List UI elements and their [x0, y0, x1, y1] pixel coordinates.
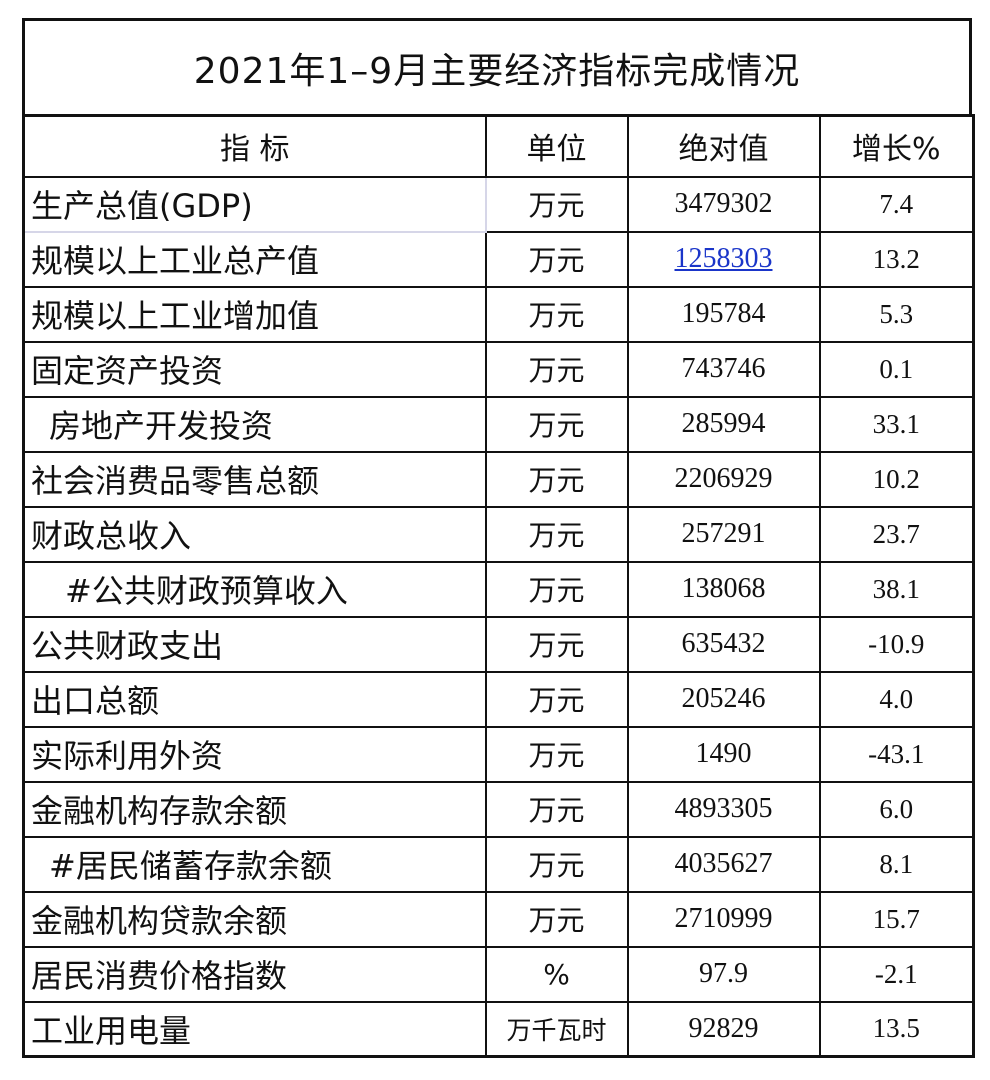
row-value: 1490	[626, 725, 821, 783]
table-row: 财政总收入 万元 257291 23.7	[22, 505, 975, 563]
table-title: 2021年1–9月主要经济指标完成情况	[22, 18, 972, 114]
row-unit: 万元	[484, 505, 629, 563]
header-unit: 单位	[484, 114, 629, 178]
row-growth: -10.9	[818, 615, 975, 673]
row-unit: 万元	[484, 890, 629, 948]
row-value-cell: 1258303	[626, 230, 821, 288]
table-row: 公共财政支出 万元 635432 -10.9	[22, 615, 975, 673]
row-unit: 万元	[484, 175, 629, 233]
row-name: 规模以上工业总产值	[22, 230, 487, 288]
row-name: 实际利用外资	[22, 725, 487, 783]
table-row: 固定资产投资 万元 743746 0.1	[22, 340, 975, 398]
row-growth: 33.1	[818, 395, 975, 453]
row-unit: 万元	[484, 285, 629, 343]
table-row: 规模以上工业总产值 万元 1258303 13.2	[22, 230, 975, 288]
row-unit: 万元	[484, 230, 629, 288]
row-growth: 8.1	[818, 835, 975, 893]
row-value: 743746	[626, 340, 821, 398]
row-value: 195784	[626, 285, 821, 343]
row-growth: 15.7	[818, 890, 975, 948]
row-unit: 万元	[484, 780, 629, 838]
row-unit: 万元	[484, 560, 629, 618]
row-name: 居民消费价格指数	[22, 945, 487, 1003]
row-unit: 万元	[484, 725, 629, 783]
row-value: 92829	[626, 1000, 821, 1058]
row-value: 138068	[626, 560, 821, 618]
row-name: 金融机构贷款余额	[22, 890, 487, 948]
table-row: 金融机构存款余额 万元 4893305 6.0	[22, 780, 975, 838]
header-indicator: 指 标	[22, 114, 487, 178]
header-value: 绝对值	[626, 114, 821, 178]
table-row: 规模以上工业增加值 万元 195784 5.3	[22, 285, 975, 343]
row-growth: 38.1	[818, 560, 975, 618]
table-row: #居民储蓄存款余额 万元 4035627 8.1	[22, 835, 975, 893]
table-row: #公共财政预算收入 万元 138068 38.1	[22, 560, 975, 618]
header-row: 指 标 单位 绝对值 增长%	[22, 114, 975, 178]
row-name: 社会消费品零售总额	[22, 450, 487, 508]
table-row: 工业用电量 万千瓦时 92829 13.5	[22, 1000, 975, 1058]
value-link[interactable]: 1258303	[674, 243, 773, 274]
row-growth: 13.5	[818, 1000, 975, 1058]
row-name: 出口总额	[22, 670, 487, 728]
row-growth: 0.1	[818, 340, 975, 398]
row-value: 2710999	[626, 890, 821, 948]
row-name: #公共财政预算收入	[22, 560, 487, 618]
table-row: 出口总额 万元 205246 4.0	[22, 670, 975, 728]
indicator-sheet: 2021年1–9月主要经济指标完成情况 指 标 单位 绝对值 增长% 生产总值(…	[22, 18, 975, 1071]
row-growth: 4.0	[818, 670, 975, 728]
row-value: 2206929	[626, 450, 821, 508]
row-name: 房地产开发投资	[22, 395, 487, 453]
table-row: 生产总值(GDP) 万元 3479302 7.4	[22, 175, 975, 233]
row-growth: 23.7	[818, 505, 975, 563]
row-growth: -2.1	[818, 945, 975, 1003]
row-unit: 万元	[484, 450, 629, 508]
row-growth: 6.0	[818, 780, 975, 838]
row-name: 规模以上工业增加值	[22, 285, 487, 343]
row-name: #居民储蓄存款余额	[22, 835, 487, 893]
row-unit: 万元	[484, 670, 629, 728]
row-value: 285994	[626, 395, 821, 453]
row-name: 金融机构存款余额	[22, 780, 487, 838]
row-growth: 10.2	[818, 450, 975, 508]
row-growth: 5.3	[818, 285, 975, 343]
table-row: 居民消费价格指数 % 97.9 -2.1	[22, 945, 975, 1003]
row-value: 3479302	[626, 175, 821, 233]
row-name: 公共财政支出	[22, 615, 487, 673]
row-value: 4893305	[626, 780, 821, 838]
row-value: 635432	[626, 615, 821, 673]
row-unit: %	[484, 945, 629, 1003]
indicators-table: 指 标 单位 绝对值 增长% 生产总值(GDP) 万元 3479302 7.4 …	[22, 114, 975, 1058]
row-unit: 万元	[484, 340, 629, 398]
table-row: 实际利用外资 万元 1490 -43.1	[22, 725, 975, 783]
row-name: 生产总值(GDP)	[22, 175, 487, 233]
header-growth: 增长%	[818, 114, 975, 178]
row-value: 257291	[626, 505, 821, 563]
row-unit: 万元	[484, 395, 629, 453]
row-unit: 万千瓦时	[484, 1000, 629, 1058]
row-growth: 7.4	[818, 175, 975, 233]
row-growth: -43.1	[818, 725, 975, 783]
row-name: 工业用电量	[22, 1000, 487, 1058]
row-unit: 万元	[484, 835, 629, 893]
row-value: 97.9	[626, 945, 821, 1003]
row-growth: 13.2	[818, 230, 975, 288]
table-row: 社会消费品零售总额 万元 2206929 10.2	[22, 450, 975, 508]
row-value: 205246	[626, 670, 821, 728]
row-unit: 万元	[484, 615, 629, 673]
row-name: 固定资产投资	[22, 340, 487, 398]
table-row: 房地产开发投资 万元 285994 33.1	[22, 395, 975, 453]
row-value: 4035627	[626, 835, 821, 893]
table-row: 金融机构贷款余额 万元 2710999 15.7	[22, 890, 975, 948]
row-name: 财政总收入	[22, 505, 487, 563]
